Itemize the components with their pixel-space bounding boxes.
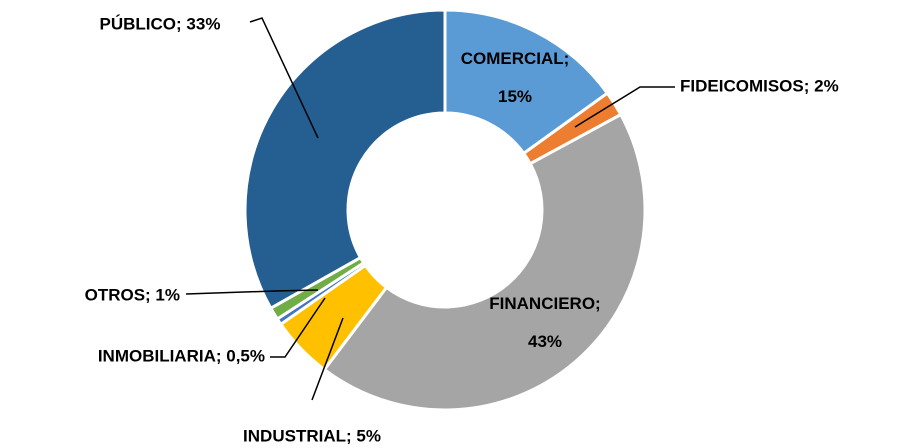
leader-line bbox=[249, 17, 319, 139]
data-label-box: FINANCIERO; 43% bbox=[489, 294, 601, 351]
data-label: OTROS; 1% bbox=[85, 285, 180, 304]
leader-line bbox=[185, 289, 319, 295]
data-label: INMOBILIARIA; 0,5% bbox=[98, 346, 265, 365]
donut-slice bbox=[243, 8, 447, 311]
data-label: PÚBLICO; 33% bbox=[100, 14, 221, 33]
leader-line bbox=[574, 86, 675, 128]
data-label: FIDEICOMISOS; 2% bbox=[680, 76, 839, 95]
leader-line bbox=[270, 297, 326, 358]
data-label: INDUSTRIAL; 5% bbox=[243, 426, 381, 445]
leader-line bbox=[311, 317, 344, 401]
data-label: COMERCIAL; 15% bbox=[460, 49, 570, 106]
data-label: FINANCIERO; 43% bbox=[489, 294, 601, 351]
data-label-box: COMERCIAL; 15% bbox=[460, 49, 570, 106]
donut-slice bbox=[443, 8, 610, 156]
donut-slice bbox=[322, 112, 647, 412]
